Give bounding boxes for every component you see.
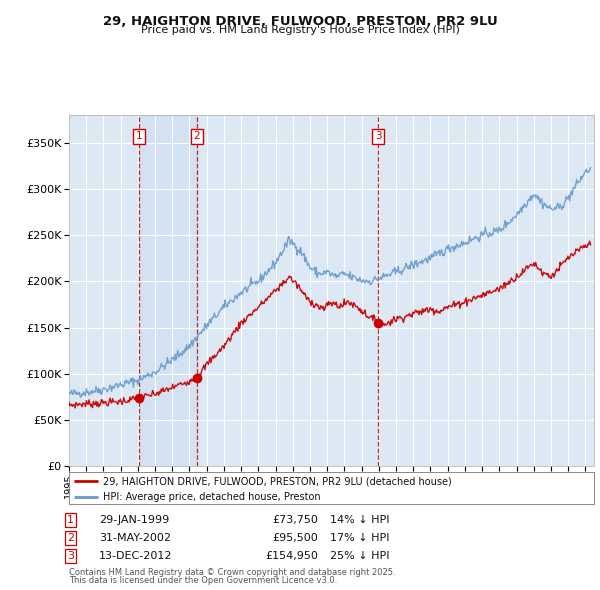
Text: Price paid vs. HM Land Registry's House Price Index (HPI): Price paid vs. HM Land Registry's House … [140,25,460,35]
Text: £73,750: £73,750 [272,516,318,525]
Text: 1: 1 [67,516,74,525]
Text: 2: 2 [193,132,200,141]
Text: £154,950: £154,950 [265,551,318,560]
Text: 14% ↓ HPI: 14% ↓ HPI [330,516,389,525]
Text: 13-DEC-2012: 13-DEC-2012 [99,551,173,560]
Text: 1: 1 [136,132,143,141]
Text: £95,500: £95,500 [272,533,318,543]
Text: 29, HAIGHTON DRIVE, FULWOOD, PRESTON, PR2 9LU: 29, HAIGHTON DRIVE, FULWOOD, PRESTON, PR… [103,15,497,28]
Text: 25% ↓ HPI: 25% ↓ HPI [330,551,389,560]
Text: 17% ↓ HPI: 17% ↓ HPI [330,533,389,543]
Text: 29, HAIGHTON DRIVE, FULWOOD, PRESTON, PR2 9LU (detached house): 29, HAIGHTON DRIVE, FULWOOD, PRESTON, PR… [103,476,452,486]
Text: 29-JAN-1999: 29-JAN-1999 [99,516,169,525]
Text: 3: 3 [374,132,381,141]
Bar [139,115,197,466]
Text: 31-MAY-2002: 31-MAY-2002 [99,533,171,543]
Text: HPI: Average price, detached house, Preston: HPI: Average price, detached house, Pres… [103,492,321,502]
Text: 3: 3 [67,551,74,560]
Text: This data is licensed under the Open Government Licence v3.0.: This data is licensed under the Open Gov… [69,576,337,585]
Text: 2: 2 [67,533,74,543]
Text: Contains HM Land Registry data © Crown copyright and database right 2025.: Contains HM Land Registry data © Crown c… [69,568,395,577]
